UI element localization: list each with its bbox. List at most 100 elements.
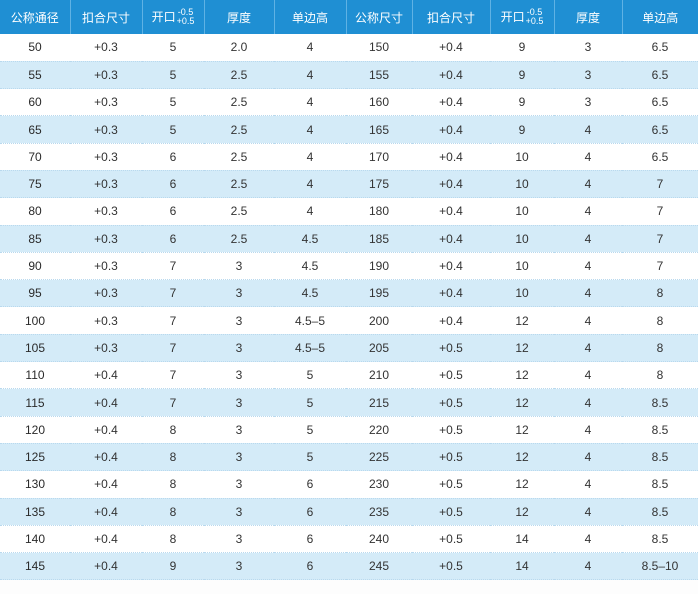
- table-row: 125 +0.4 8 3 5 225 +0.5 12 4 8.5: [0, 443, 698, 472]
- table-cell: 6.5: [622, 115, 698, 144]
- table-cell: 7: [142, 388, 204, 417]
- table-cell: 2.0: [204, 34, 274, 62]
- table-cell: 160: [346, 88, 412, 117]
- table-cell: +0.5: [412, 334, 490, 363]
- table-cell: 8: [142, 470, 204, 499]
- table-cell: 4: [274, 115, 346, 144]
- table-cell: 7: [142, 252, 204, 281]
- column-header-label: 开口: [500, 9, 525, 24]
- table-cell: 225: [346, 443, 412, 472]
- column-header: 公称尺寸: [346, 0, 413, 34]
- table-cell: +0.4: [412, 252, 490, 281]
- table-cell: 3: [204, 416, 274, 444]
- table-cell: 4: [274, 197, 346, 226]
- table-cell: 120: [0, 416, 70, 444]
- table-cell: 6: [142, 170, 204, 199]
- table-cell: 9: [490, 88, 554, 117]
- table-row: 140 +0.4 8 3 6 240 +0.5 14 4 8.5: [0, 525, 698, 554]
- table-cell: 2.5: [204, 143, 274, 171]
- table-cell: 90: [0, 252, 70, 281]
- table-row: 50 +0.3 5 2.0 4 150 +0.4 9 3 6.5: [0, 34, 698, 62]
- table-row: 85 +0.3 6 2.5 4.5 185 +0.4 10 4 7: [0, 225, 698, 253]
- table-cell: +0.4: [70, 361, 142, 390]
- column-header-label: 开口: [151, 9, 176, 24]
- table-cell: +0.4: [412, 143, 490, 171]
- table-row: 115 +0.4 7 3 5 215 +0.5 12 4 8.5: [0, 388, 698, 417]
- tolerance-stack: -0.5 +0.5: [526, 8, 544, 26]
- table-cell: 4.5–5: [274, 306, 346, 335]
- table-cell: +0.5: [412, 416, 490, 444]
- table-cell: +0.4: [412, 115, 490, 144]
- table-cell: 145: [0, 552, 70, 581]
- table-row: 95 +0.3 7 3 4.5 195 +0.4 10 4 8: [0, 279, 698, 308]
- table-cell: 85: [0, 225, 70, 253]
- column-header-label: 扣合尺寸: [81, 10, 130, 25]
- table-cell: 10: [490, 225, 554, 253]
- table-cell: 4: [554, 498, 622, 526]
- table-cell: 95: [0, 279, 70, 308]
- table-cell: +0.4: [70, 552, 142, 581]
- table-cell: 65: [0, 115, 70, 144]
- table-cell: 5: [142, 115, 204, 144]
- table-cell: 4: [274, 170, 346, 199]
- table-cell: +0.4: [70, 416, 142, 444]
- table-cell: 220: [346, 416, 412, 444]
- table-cell: 9: [490, 61, 554, 90]
- table-cell: 4: [554, 197, 622, 226]
- table-cell: +0.5: [412, 470, 490, 499]
- table-cell: 110: [0, 361, 70, 390]
- tolerance-upper: -0.5: [177, 7, 194, 18]
- column-header: 公称通径: [0, 0, 71, 34]
- table-cell: 5: [274, 443, 346, 472]
- table-cell: 8.5: [622, 498, 698, 526]
- table-cell: 8: [142, 443, 204, 472]
- table-cell: 3: [204, 525, 274, 554]
- table-cell: 75: [0, 170, 70, 199]
- column-header-label: 公称通径: [10, 10, 59, 25]
- table-cell: 3: [554, 88, 622, 117]
- table-row: 80 +0.3 6 2.5 4 180 +0.4 10 4 7: [0, 197, 698, 226]
- table-cell: +0.3: [70, 143, 142, 171]
- table-cell: 4: [274, 143, 346, 171]
- column-header-label: 公称尺寸: [354, 10, 403, 25]
- table-cell: 4.5–5: [274, 334, 346, 363]
- table-cell: 6.5: [622, 61, 698, 90]
- table-cell: 135: [0, 498, 70, 526]
- table-cell: 130: [0, 470, 70, 499]
- table-cell: 12: [490, 388, 554, 417]
- table-cell: +0.3: [70, 170, 142, 199]
- table-cell: 200: [346, 306, 412, 335]
- table-cell: 12: [490, 443, 554, 472]
- table-cell: 70: [0, 143, 70, 171]
- table-cell: 8.5: [622, 470, 698, 499]
- table-cell: 12: [490, 361, 554, 390]
- table-cell: 4: [554, 279, 622, 308]
- table-cell: 3: [204, 334, 274, 363]
- table-cell: +0.3: [70, 252, 142, 281]
- table-cell: 190: [346, 252, 412, 281]
- table-cell: 3: [204, 498, 274, 526]
- table-cell: 80: [0, 197, 70, 226]
- table-cell: 3: [554, 61, 622, 90]
- table-cell: 4: [554, 170, 622, 199]
- table-cell: 4: [274, 61, 346, 90]
- table-cell: 10: [490, 197, 554, 226]
- table-cell: 170: [346, 143, 412, 171]
- table-cell: 245: [346, 552, 412, 581]
- table-cell: 10: [490, 143, 554, 171]
- table-cell: +0.4: [412, 197, 490, 226]
- table-cell: 4: [274, 88, 346, 117]
- table-row: 135 +0.4 8 3 6 235 +0.5 12 4 8.5: [0, 498, 698, 526]
- table-cell: 8: [622, 361, 698, 390]
- table-cell: 8: [142, 416, 204, 444]
- table-cell: 6: [142, 225, 204, 253]
- table-cell: +0.4: [412, 61, 490, 90]
- table-cell: 50: [0, 34, 70, 62]
- table-cell: 4: [554, 225, 622, 253]
- table-cell: 2.5: [204, 115, 274, 144]
- table-cell: 8.5: [622, 443, 698, 472]
- table-cell: +0.3: [70, 88, 142, 117]
- table-row: 120 +0.4 8 3 5 220 +0.5 12 4 8.5: [0, 416, 698, 444]
- table-cell: 105: [0, 334, 70, 363]
